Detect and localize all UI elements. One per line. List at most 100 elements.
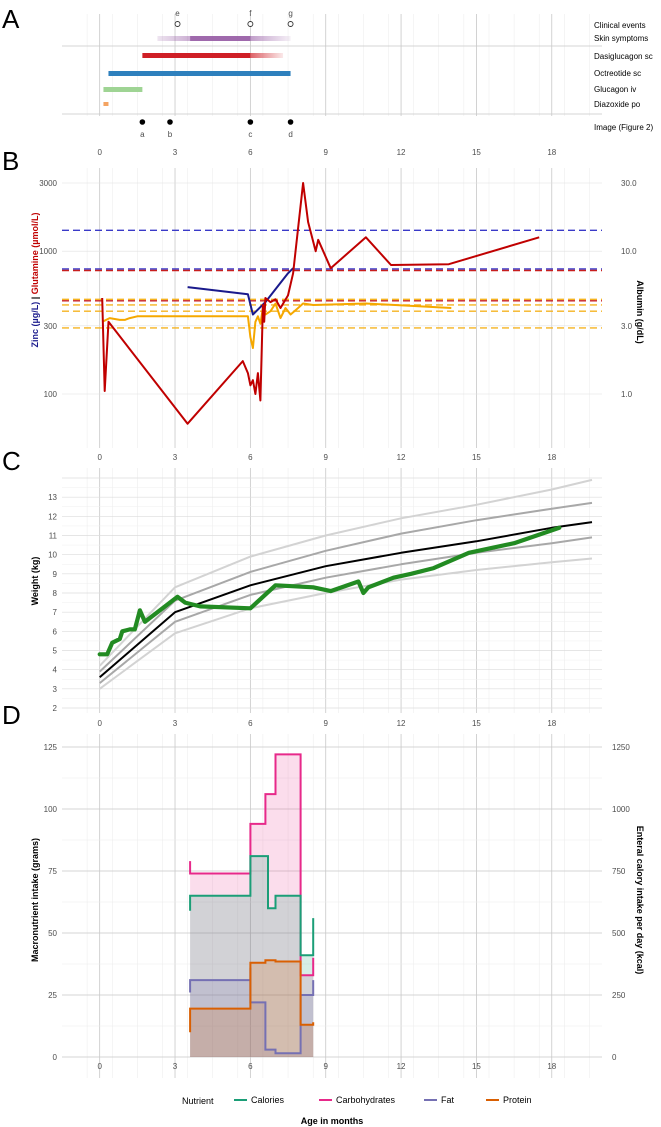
x-tick-label: 0 <box>97 719 102 728</box>
y-tick-label: 13 <box>48 493 57 502</box>
clinical-event-label: e <box>175 9 180 18</box>
legend-title: Nutrient <box>182 1096 214 1106</box>
y-left-axis-title: Macronutrient intake (grams) <box>30 838 40 962</box>
panel-letter-d: D <box>2 700 21 730</box>
y-tick-label: 7 <box>53 608 58 617</box>
x-tick-label: 12 <box>397 719 406 728</box>
y-right-tick-label: 750 <box>612 867 626 876</box>
dasiglucagon-taper-bar <box>250 53 284 58</box>
timeline-row-label: Dasiglucagon sc <box>594 52 653 61</box>
y-left-tick-label: 100 <box>44 805 58 814</box>
y-right-tick-label: 0 <box>612 1053 617 1062</box>
diazoxide-bar <box>103 102 109 106</box>
timeline-row-label: Diazoxide po <box>594 100 641 109</box>
image-marker-label: c <box>248 130 252 139</box>
x-tick-label: 18 <box>547 148 556 157</box>
x-tick-label: 6 <box>248 719 253 728</box>
y-tick-label: 9 <box>53 570 58 579</box>
x-tick-label: 0 <box>97 1062 102 1071</box>
x-tick-label: 18 <box>547 453 556 462</box>
y-right-axis-title: Enteral calory intake per day (kcal) <box>635 826 645 975</box>
y-left-tick-label: 50 <box>48 929 57 938</box>
y-tick-label: 2 <box>53 704 58 713</box>
x-tick-label: 9 <box>323 1062 328 1071</box>
x-tick-label: 9 <box>323 719 328 728</box>
x-tick-label: 3 <box>173 148 178 157</box>
x-tick-label: 9 <box>323 148 328 157</box>
dasiglucagon-bar <box>142 53 251 58</box>
legend-label-calories: Calories <box>251 1095 285 1105</box>
calories-line <box>189 855 315 957</box>
panel-b-lab-values: 100 300 1000 3000 1.0 3.0 10.0 30.0 0 3 6 9 12 15 18 Zi… <box>30 168 645 462</box>
image-marker <box>247 119 254 125</box>
growth-percentile-curve <box>99 521 593 679</box>
legend-label-fat: Fat <box>441 1095 455 1105</box>
x-tick-label: 3 <box>173 453 178 462</box>
y-left-tick-label: 125 <box>44 743 58 752</box>
panel-letter-c: C <box>2 446 21 476</box>
legend-label-protein: Protein <box>503 1095 532 1105</box>
growth-percentile-curve <box>99 501 593 673</box>
y-tick-label: 10 <box>48 551 57 560</box>
octreotide-bar <box>108 71 291 76</box>
x-axis-title: Age in months <box>301 1116 364 1126</box>
skin-symptoms-bar-peak <box>190 36 251 41</box>
timeline-row-label: Image (Figure 2) <box>594 123 653 132</box>
x-tick-label: 15 <box>472 719 481 728</box>
y-right-tick-label: 250 <box>612 991 626 1000</box>
timeline-row-label: Clinical events <box>594 21 646 30</box>
protein-area <box>190 960 314 1057</box>
y-tick-label: 12 <box>48 512 57 521</box>
y-left-axis-title-part: Glutamine (µmol/L) <box>30 213 40 295</box>
x-tick-label: 0 <box>97 148 102 157</box>
y-tick-label: 6 <box>53 627 58 636</box>
x-tick-label: 12 <box>397 148 406 157</box>
y-left-tick-label: 100 <box>44 390 58 399</box>
legend-label-carbohydrates: Carbohydrates <box>336 1095 396 1105</box>
image-marker-label: a <box>140 130 145 139</box>
growth-percentile-curve <box>99 536 593 684</box>
y-left-axis-title-part: Zinc (µg/L) <box>30 302 40 348</box>
y-tick-label: 11 <box>49 532 58 541</box>
y-right-tick-label: 10.0 <box>621 247 637 256</box>
x-tick-label: 12 <box>397 1062 406 1071</box>
y-right-tick-label: 3.0 <box>621 322 633 331</box>
growth-percentile-curve <box>99 557 593 690</box>
y-right-tick-label: 500 <box>612 929 626 938</box>
y-left-tick-label: 0 <box>53 1053 58 1062</box>
y-left-axis-title: Zinc (µg/L) | Glutamine (µmol/L) <box>30 213 40 348</box>
y-right-tick-label: 30.0 <box>621 179 637 188</box>
y-left-tick-label: 300 <box>44 322 58 331</box>
x-tick-label: 15 <box>472 148 481 157</box>
x-tick-label: 6 <box>248 453 253 462</box>
image-marker-label: b <box>168 130 173 139</box>
panel-a-timeline: Clinical events Skin symptoms Dasiglucagon… <box>62 9 653 157</box>
patient-weight-line <box>97 525 562 657</box>
y-left-tick-label: 75 <box>48 867 57 876</box>
y-tick-label: 5 <box>53 647 58 656</box>
calories-area <box>190 856 314 1057</box>
clinical-event-marker <box>174 21 181 27</box>
y-axis-title: Weight (kg) <box>30 557 40 606</box>
image-marker-label: d <box>288 130 292 139</box>
glucagon-bar <box>103 87 143 92</box>
x-tick-label: 6 <box>248 148 253 157</box>
skin-symptoms-bar-early <box>157 36 191 41</box>
y-right-tick-label: 1.0 <box>621 390 633 399</box>
y-right-tick-label: 1000 <box>612 805 630 814</box>
protein-line <box>189 959 315 1033</box>
x-tick-label: 9 <box>323 453 328 462</box>
albumin-line <box>101 302 452 349</box>
x-tick-label: 18 <box>547 719 556 728</box>
glutamine-line <box>101 182 540 425</box>
y-tick-label: 3 <box>53 685 58 694</box>
x-tick-label: 15 <box>472 1062 481 1071</box>
x-tick-label: 6 <box>248 1062 253 1071</box>
clinical-event-marker <box>287 21 294 27</box>
y-left-tick-label: 3000 <box>39 179 57 188</box>
x-tick-label: 3 <box>173 1062 178 1071</box>
clinical-event-marker <box>247 21 254 27</box>
timeline-row-label: Skin symptoms <box>594 34 648 43</box>
